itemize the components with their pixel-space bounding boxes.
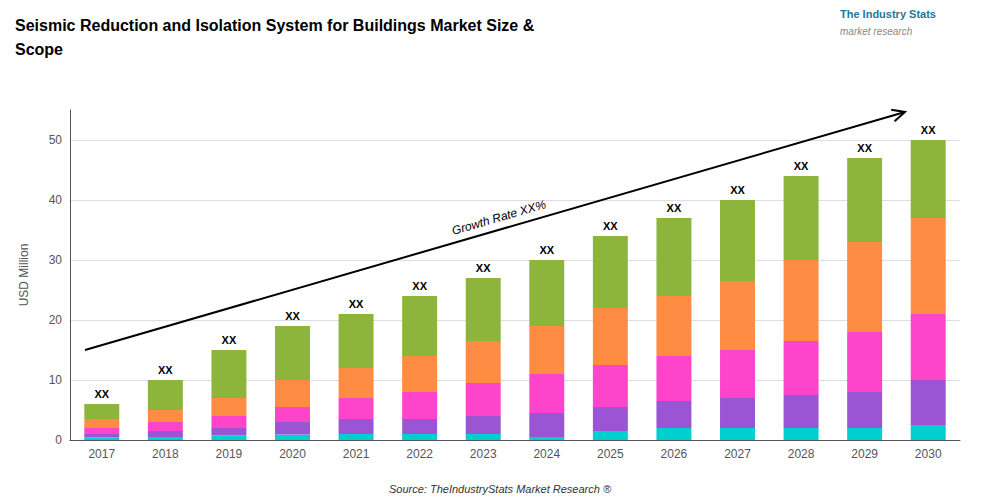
svg-text:20: 20 [49, 313, 63, 327]
svg-text:2020: 2020 [279, 447, 306, 461]
svg-text:XX: XX [603, 220, 618, 232]
svg-text:2021: 2021 [343, 447, 370, 461]
svg-text:2017: 2017 [88, 447, 115, 461]
svg-text:2026: 2026 [661, 447, 688, 461]
svg-text:Scope: Scope [15, 41, 63, 58]
svg-text:50: 50 [49, 133, 63, 147]
svg-text:XX: XX [730, 184, 745, 196]
svg-text:40: 40 [49, 193, 63, 207]
svg-text:Source: TheIndustryStats Marke: Source: TheIndustryStats Market Research… [389, 483, 612, 495]
svg-text:2025: 2025 [597, 447, 624, 461]
svg-text:XX: XX [94, 388, 109, 400]
svg-text:0: 0 [55, 433, 62, 447]
svg-text:XX: XX [667, 202, 682, 214]
svg-text:30: 30 [49, 253, 63, 267]
svg-text:The Industry Stats: The Industry Stats [840, 8, 936, 20]
svg-text:Growth Rate XX%: Growth Rate XX% [450, 197, 548, 238]
svg-text:USD Million: USD Million [17, 244, 31, 307]
svg-text:XX: XX [285, 310, 300, 322]
svg-text:2019: 2019 [216, 447, 243, 461]
svg-text:2022: 2022 [406, 447, 433, 461]
svg-text:XX: XX [222, 334, 237, 346]
svg-text:2023: 2023 [470, 447, 497, 461]
svg-text:XX: XX [921, 124, 936, 136]
svg-text:XX: XX [158, 364, 173, 376]
svg-text:10: 10 [49, 373, 63, 387]
svg-text:2024: 2024 [533, 447, 560, 461]
svg-text:2029: 2029 [851, 447, 878, 461]
svg-text:XX: XX [349, 298, 364, 310]
svg-text:XX: XX [476, 262, 491, 274]
svg-text:2028: 2028 [788, 447, 815, 461]
svg-text:2018: 2018 [152, 447, 179, 461]
svg-text:2030: 2030 [915, 447, 942, 461]
svg-text:Seismic Reduction and Isolatio: Seismic Reduction and Isolation System f… [15, 17, 535, 34]
svg-text:market research: market research [840, 26, 913, 37]
svg-text:2027: 2027 [724, 447, 751, 461]
svg-text:XX: XX [539, 244, 554, 256]
svg-text:XX: XX [794, 160, 809, 172]
svg-text:XX: XX [412, 280, 427, 292]
svg-text:XX: XX [857, 142, 872, 154]
